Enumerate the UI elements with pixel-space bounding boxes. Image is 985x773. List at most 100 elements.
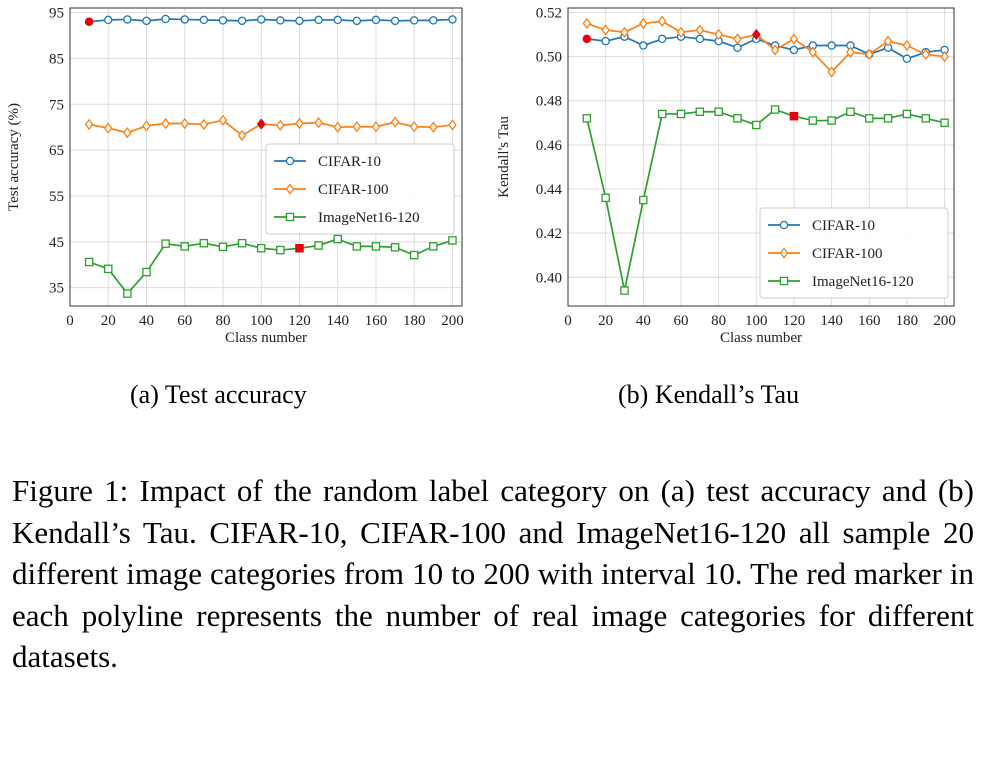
- x-axis-label: Class number: [225, 330, 307, 346]
- data-point: [142, 120, 151, 132]
- data-point: [199, 118, 209, 131]
- y-tick-label: 35: [49, 281, 64, 297]
- data-point: [902, 39, 912, 52]
- sub-caption-a: (a) Test accuracy: [130, 380, 307, 409]
- data-point: [84, 257, 94, 267]
- red-marker: [582, 34, 592, 44]
- kendalls-tau-plot: 0 20 40 60 80 100 120 140 160 180 200 0.40 0.42 0.44 0…: [496, 5, 956, 346]
- legend-label: ImageNet16-120: [812, 274, 914, 290]
- legend-label: ImageNet16-120: [318, 210, 420, 226]
- x-tick-label: 60: [673, 313, 688, 329]
- y-tick-label: 95: [49, 6, 64, 22]
- data-point: [902, 109, 912, 119]
- data-point: [161, 14, 170, 24]
- y-tick-label: 65: [49, 143, 64, 159]
- data-point: [276, 245, 285, 255]
- figure-caption: Figure 1: Impact of the random label cat…: [12, 473, 974, 674]
- data-point: [390, 116, 400, 128]
- y-tick-label: 45: [49, 235, 64, 251]
- y-axis-label: Kendall's Tau: [496, 116, 512, 198]
- data-point: [808, 46, 818, 58]
- data-point: [601, 24, 610, 36]
- data-point: [142, 267, 151, 277]
- data-point: [352, 242, 362, 251]
- y-axis-label: Test accuracy (%): [6, 103, 22, 211]
- data-point: [448, 119, 457, 131]
- y-tick-label: 0.46: [536, 138, 563, 154]
- test-accuracy-plot: 0 20 40 60 80 100 120 140 160 180 200 35 45 55 65 75 85 9…: [6, 6, 464, 346]
- legend-box: [265, 143, 455, 235]
- y-tick-label: 55: [49, 189, 64, 205]
- data-point: [752, 120, 761, 130]
- series-cifar-100: [84, 114, 457, 142]
- x-tick-label: 160: [858, 313, 881, 329]
- legend-label: CIFAR-10: [318, 154, 381, 170]
- data-point: [352, 16, 362, 26]
- data-point: [237, 238, 247, 248]
- data-point: [770, 105, 780, 114]
- data-point: [390, 16, 400, 26]
- data-point: [676, 109, 686, 119]
- data-point: [103, 15, 113, 25]
- data-point: [808, 116, 818, 125]
- x-tick-label: 80: [215, 313, 230, 329]
- data-point: [161, 117, 170, 130]
- data-point: [695, 107, 705, 116]
- x-tick-label: 200: [933, 313, 956, 329]
- sub-caption-b: (b) Kendall’s Tau: [618, 380, 800, 409]
- data-point: [333, 121, 342, 133]
- series-cifar-10: [582, 32, 949, 64]
- data-point: [733, 33, 742, 45]
- data-point: [237, 16, 247, 26]
- data-point: [865, 114, 874, 123]
- data-point: [639, 195, 648, 205]
- legend-marker: [779, 220, 789, 230]
- legend: CIFAR-10 CIFAR-100 ImageNet16-120: [759, 207, 949, 299]
- data-point: [314, 116, 323, 129]
- legend-label: CIFAR-100: [318, 182, 389, 198]
- data-point: [940, 118, 949, 128]
- data-point: [429, 121, 438, 133]
- data-point: [180, 15, 189, 24]
- data-point: [409, 121, 419, 133]
- x-axis-label: Class number: [720, 330, 802, 346]
- data-point: [237, 129, 247, 142]
- x-tick-label: 120: [288, 313, 311, 329]
- x-tick-label: 60: [177, 313, 192, 329]
- data-point: [846, 46, 855, 58]
- x-tick-label: 180: [403, 313, 426, 329]
- data-point: [827, 66, 836, 78]
- data-point: [84, 118, 94, 131]
- data-point: [429, 242, 438, 251]
- x-tick-label: 200: [441, 313, 464, 329]
- legend-marker: [285, 183, 295, 195]
- data-point: [657, 34, 667, 44]
- data-point: [601, 193, 610, 203]
- x-tick-label: 40: [139, 313, 154, 329]
- data-point: [429, 16, 438, 25]
- x-tick-label: 100: [250, 313, 273, 329]
- series-imagenet16-120: [84, 234, 457, 298]
- data-point: [295, 16, 304, 26]
- plot-frame: [69, 7, 463, 307]
- data-point: [390, 243, 400, 252]
- data-point: [883, 35, 893, 47]
- data-point: [827, 41, 836, 50]
- data-point: [199, 238, 209, 248]
- series-imagenet16-120: [582, 105, 949, 295]
- data-point: [333, 15, 342, 25]
- data-point: [276, 119, 285, 132]
- data-point: [639, 17, 648, 30]
- data-point: [657, 109, 667, 119]
- x-tick-label: 140: [326, 313, 349, 329]
- data-point: [218, 16, 228, 25]
- x-tick-label: 80: [711, 313, 726, 329]
- data-point: [789, 33, 799, 45]
- data-point: [256, 243, 266, 253]
- data-point: [770, 44, 780, 56]
- data-point: [276, 16, 285, 25]
- data-point: [695, 24, 705, 36]
- data-point: [123, 289, 132, 298]
- data-point: [883, 114, 893, 123]
- data-point: [921, 114, 931, 123]
